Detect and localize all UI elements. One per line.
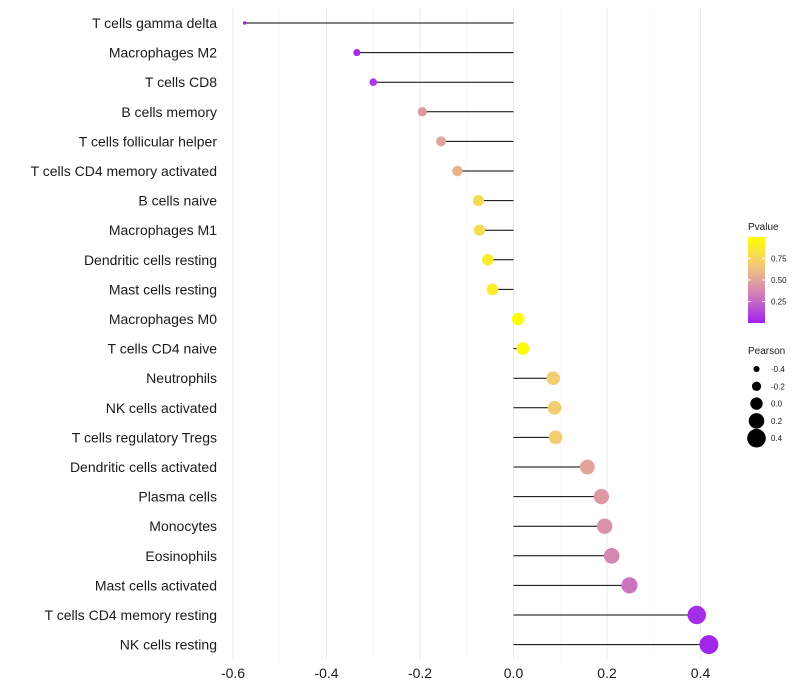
category-label: Mast cells resting bbox=[109, 281, 217, 297]
legend-pearson: Pearson -0.4 -0.2 0.0 0.2 0.4 bbox=[747, 346, 785, 448]
x-tick-label: 0.2 bbox=[597, 665, 617, 681]
lollipop-point bbox=[353, 49, 361, 57]
legend-pearson-label: -0.4 bbox=[771, 365, 785, 374]
category-label: T cells regulatory Tregs bbox=[72, 429, 217, 445]
lollipop-point bbox=[593, 488, 610, 505]
category-label: B cells naive bbox=[138, 193, 217, 209]
lollipop-point bbox=[482, 254, 494, 266]
category-label: Macrophages M1 bbox=[109, 222, 217, 238]
stems bbox=[244, 22, 709, 646]
lollipop-point bbox=[511, 312, 525, 326]
category-label: Macrophages M0 bbox=[109, 311, 217, 327]
x-axis-ticks: -0.6 -0.4 -0.2 0.0 0.2 0.4 bbox=[221, 665, 711, 681]
category-label: T cells CD4 naive bbox=[108, 341, 218, 357]
legend-pearson-key bbox=[750, 397, 763, 410]
category-label: T cells CD4 memory resting bbox=[45, 607, 217, 623]
legend-pvalue-label: 0.25 bbox=[771, 298, 787, 307]
legend-pearson-key bbox=[747, 428, 766, 448]
category-label: Dendritic cells activated bbox=[70, 459, 217, 475]
lollipop-point bbox=[546, 371, 561, 386]
category-label: Monocytes bbox=[149, 518, 217, 534]
lollipop-point bbox=[516, 342, 530, 355]
legend-pearson-label: -0.2 bbox=[771, 382, 785, 391]
lollipop-point bbox=[687, 605, 706, 625]
category-label: Mast cells activated bbox=[95, 577, 217, 593]
legend-pearson-label: 0.0 bbox=[771, 400, 783, 409]
lollipop-point bbox=[369, 78, 378, 87]
legend-pearson-label: 0.4 bbox=[771, 434, 783, 443]
x-tick-label: -0.6 bbox=[221, 665, 245, 681]
category-label: B cells memory bbox=[121, 104, 217, 120]
legend-pearson-key bbox=[751, 381, 762, 391]
legend-pvalue-label: 0.50 bbox=[771, 276, 787, 285]
lollipop-point bbox=[417, 107, 427, 117]
points bbox=[242, 21, 719, 655]
lollipop-point bbox=[547, 400, 562, 415]
lollipop-point bbox=[436, 136, 447, 147]
x-tick-label: 0.0 bbox=[504, 665, 524, 681]
category-label: Neutrophils bbox=[146, 370, 217, 386]
lollipop-point bbox=[452, 165, 463, 177]
legend-pvalue: Pvalue 0.25 0.50 0.75 bbox=[748, 222, 787, 323]
category-labels: T cells gamma delta Macrophages M2 T cells… bbox=[31, 15, 218, 653]
category-label: T cells follicular helper bbox=[79, 133, 218, 149]
grid bbox=[232, 8, 701, 660]
x-tick-label: 0.4 bbox=[691, 665, 711, 681]
lollipop-point bbox=[621, 577, 638, 594]
lollipop-point bbox=[548, 430, 563, 445]
lollipop-point bbox=[699, 635, 719, 655]
lollipop-point bbox=[486, 283, 499, 296]
category-label: NK cells activated bbox=[106, 400, 217, 416]
legend-pearson-key bbox=[753, 365, 760, 373]
category-label: Dendritic cells resting bbox=[84, 252, 217, 268]
lollipop-point bbox=[472, 195, 485, 207]
legend-pearson-title: Pearson bbox=[748, 346, 785, 357]
category-label: T cells CD8 bbox=[145, 74, 217, 90]
legend-pvalue-label: 0.75 bbox=[771, 255, 787, 264]
category-label: Macrophages M2 bbox=[109, 45, 217, 61]
x-tick-label: -0.4 bbox=[314, 665, 338, 681]
legend-pvalue-colorbar bbox=[748, 237, 765, 323]
legend-pvalue-title: Pvalue bbox=[748, 222, 779, 233]
lollipop-point bbox=[473, 224, 485, 236]
category-label: NK cells resting bbox=[120, 637, 217, 653]
x-tick-label: -0.2 bbox=[408, 665, 432, 681]
category-label: T cells gamma delta bbox=[92, 15, 217, 31]
category-label: T cells CD4 memory activated bbox=[31, 163, 217, 179]
category-label: Plasma cells bbox=[138, 489, 217, 505]
lollipop-point bbox=[242, 21, 247, 25]
category-label: Eosinophils bbox=[145, 548, 217, 564]
legend-pearson-label: 0.2 bbox=[771, 417, 783, 426]
legend-pearson-key bbox=[748, 413, 765, 429]
lollipop-point bbox=[596, 518, 613, 534]
lollipop-point bbox=[603, 547, 620, 564]
lollipop-point bbox=[579, 459, 595, 475]
